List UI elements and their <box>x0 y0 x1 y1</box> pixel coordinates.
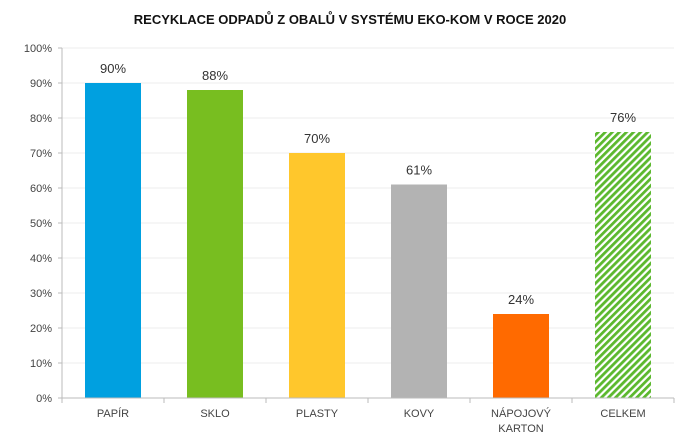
x-tick-label: SKLO <box>200 408 230 420</box>
bar <box>493 314 549 398</box>
chart-title: RECYKLACE ODPADŮ Z OBALŮ V SYSTÉMU EKO-K… <box>134 11 566 27</box>
bar <box>187 90 243 398</box>
bar <box>289 153 345 398</box>
y-tick-label: 20% <box>30 323 52 335</box>
y-tick-label: 100% <box>24 43 52 55</box>
y-tick-label: 60% <box>30 183 52 195</box>
y-tick-label: 90% <box>30 78 52 90</box>
bar <box>595 132 651 398</box>
bar <box>85 83 141 398</box>
x-tick-label: NÁPOJOVÝ <box>491 407 552 420</box>
data-label: 70% <box>304 131 330 146</box>
x-tick-label: KOVY <box>404 408 435 420</box>
x-tick-label: PAPÍR <box>97 407 129 420</box>
data-label: 90% <box>100 61 126 76</box>
y-tick-label: 80% <box>30 113 52 125</box>
y-tick-label: 10% <box>30 358 52 370</box>
y-tick-label: 30% <box>30 288 52 300</box>
data-label: 88% <box>202 68 228 83</box>
data-label: 24% <box>508 292 534 307</box>
x-tick-label: PLASTY <box>296 408 339 420</box>
bar <box>391 184 447 398</box>
data-label: 61% <box>406 163 432 178</box>
y-tick-label: 0% <box>36 393 52 405</box>
x-tick-label: KARTON <box>498 423 543 435</box>
data-label: 76% <box>610 110 636 125</box>
y-tick-label: 70% <box>30 148 52 160</box>
x-tick-label: CELKEM <box>600 408 645 420</box>
y-tick-label: 50% <box>30 218 52 230</box>
y-tick-label: 40% <box>30 253 52 265</box>
